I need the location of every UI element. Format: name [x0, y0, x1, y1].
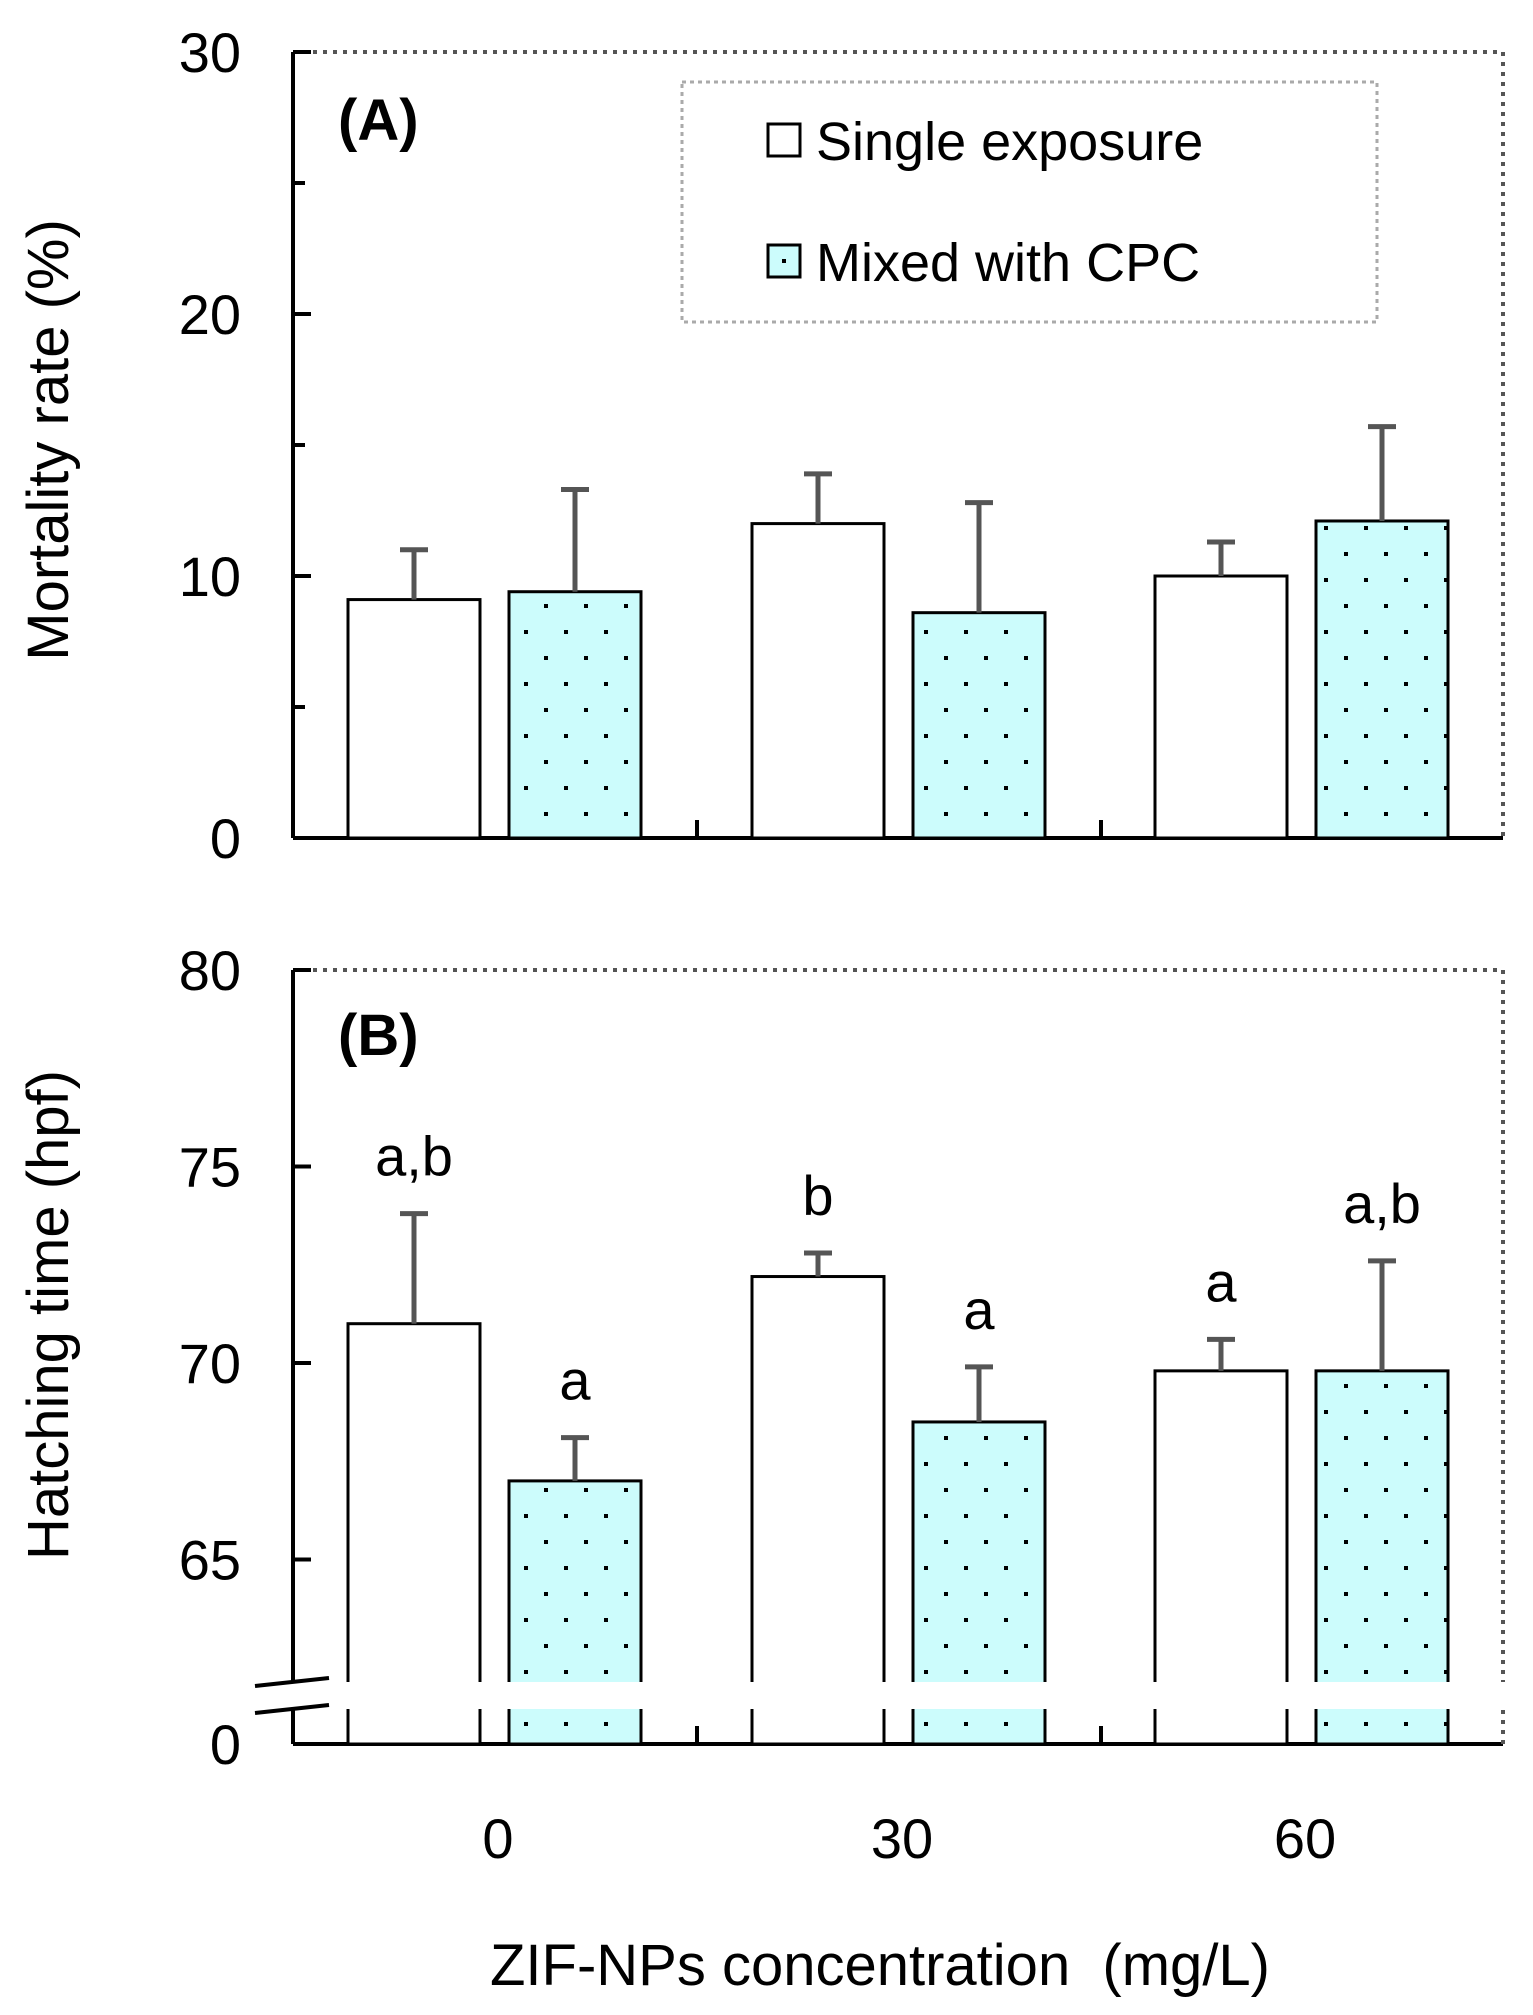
- panel-b-bars: [346, 1275, 1450, 1746]
- significance-label-single-60: a: [1205, 1250, 1237, 1313]
- panel-a-bar-single-30: [750, 522, 886, 840]
- significance-label-mixed-0: a: [559, 1349, 591, 1412]
- panel-a-bar-mixed-60: [1314, 519, 1450, 840]
- panel-b-frame: [291, 968, 1505, 1746]
- legend: Single exposure Mixed with CPC: [680, 80, 1379, 324]
- panel-a-bar-single-0: [346, 598, 482, 840]
- panel-a-y-tick-label-20: 20: [179, 283, 241, 346]
- panel-b-y-tick-label-80: 80: [179, 939, 241, 1002]
- panel-b-y-tick-label-65: 65: [179, 1529, 241, 1592]
- panel-b-label: (B): [338, 1003, 419, 1068]
- panel-a-label: (A): [338, 88, 419, 153]
- panel-b-error-bars: [400, 1211, 1396, 1481]
- significance-label-mixed-30: a: [963, 1278, 995, 1341]
- x-tick-label-0: 0: [482, 1807, 513, 1870]
- panel-a: 0 10 20 30 Mortality rate (%) (A) Single ex…: [16, 21, 1505, 870]
- significance-label-single-30: b: [802, 1164, 833, 1227]
- legend-swatch-single-exposure: [766, 122, 802, 158]
- panel-b-bar-single-30: [750, 1275, 886, 1746]
- x-tick-label-60: 60: [1274, 1807, 1336, 1870]
- legend-box: [680, 80, 1379, 324]
- axis-break-marker: [253, 1676, 1508, 1715]
- panel-a-bar-mixed-30: [911, 611, 1047, 840]
- panel-a-bar-single-60: [1153, 574, 1289, 840]
- panel-b-bar-single-0: [346, 1322, 482, 1746]
- axis-break-gap: [253, 1682, 1508, 1709]
- panel-a-error-bars: [400, 424, 1396, 613]
- panel-b-bar-mixed-60: [1314, 1369, 1450, 1746]
- panel-b-y-tick-label-75: 75: [179, 1136, 241, 1199]
- x-tick-labels: 0 30 60: [482, 1807, 1336, 1870]
- significance-label-single-0: a,b: [375, 1125, 453, 1188]
- panel-a-bars: [346, 519, 1450, 840]
- panel-b-significance-labels: a,b b a a a a,b: [375, 1125, 1421, 1412]
- panel-a-y-tick-label-0: 0: [210, 807, 241, 870]
- panel-b-y-axis-title: Hatching time (hpf): [16, 1070, 81, 1560]
- panel-a-bar-mixed-0: [507, 590, 643, 840]
- panel-b: 65 70 75 80 0 a,b b a a a a,b 0 30 60 Hatching time…: [16, 939, 1508, 1998]
- axis-break-slash-upper: [254, 1676, 330, 1688]
- panel-b-y-ticks: 65 70 75 80 0: [179, 939, 311, 1776]
- panel-a-y-tick-label-30: 30: [179, 21, 241, 84]
- x-tick-label-30: 30: [871, 1807, 933, 1870]
- x-axis-title: ZIF-NPs concentration (mg/L): [490, 1933, 1270, 1998]
- panel-b-y-tick-label-0: 0: [210, 1713, 241, 1776]
- legend-label-single-exposure: Single exposure: [816, 112, 1203, 172]
- axis-break-slash-lower: [254, 1703, 330, 1715]
- panel-a-y-tick-label-10: 10: [179, 545, 241, 608]
- legend-swatch-dot: [782, 259, 786, 263]
- significance-label-mixed-60: a,b: [1343, 1172, 1421, 1235]
- panel-b-bar-single-60: [1153, 1369, 1289, 1746]
- legend-label-mixed-with-cpc: Mixed with CPC: [816, 233, 1200, 293]
- panel-b-y-tick-label-70: 70: [179, 1332, 241, 1395]
- panel-a-y-axis-title: Mortality rate (%): [16, 219, 81, 661]
- panel-a-y-ticks: 0 10 20 30: [179, 21, 311, 870]
